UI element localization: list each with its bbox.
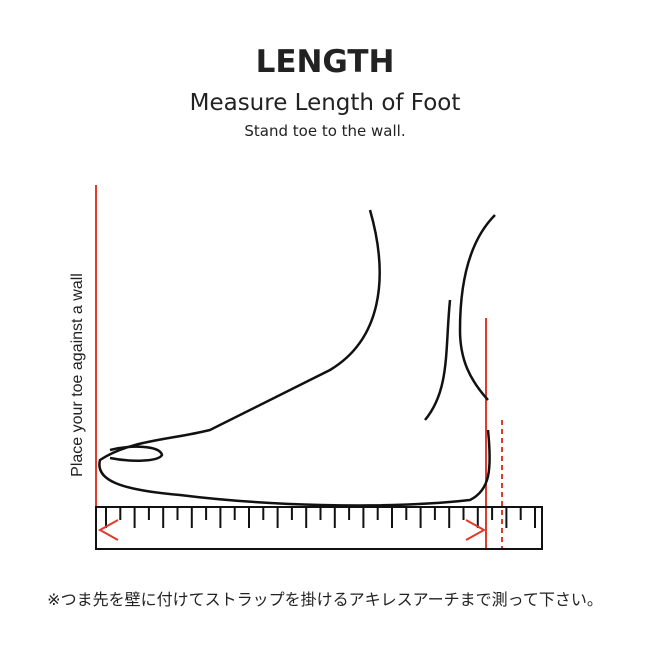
ruler-ticks bbox=[105, 507, 536, 528]
instruction: Stand toe to the wall. bbox=[244, 122, 406, 140]
wall-label: Place your toe against a wall bbox=[69, 273, 86, 477]
arrows bbox=[97, 519, 487, 541]
ruler bbox=[95, 506, 543, 550]
foot-outline bbox=[98, 209, 496, 507]
title: LENGTH bbox=[255, 44, 395, 80]
subtitle: Measure Length of Foot bbox=[189, 90, 461, 116]
note: ※つま先を壁に付けてストラップを掛けるアキレスアーチまで測って下さい。 bbox=[47, 590, 603, 609]
